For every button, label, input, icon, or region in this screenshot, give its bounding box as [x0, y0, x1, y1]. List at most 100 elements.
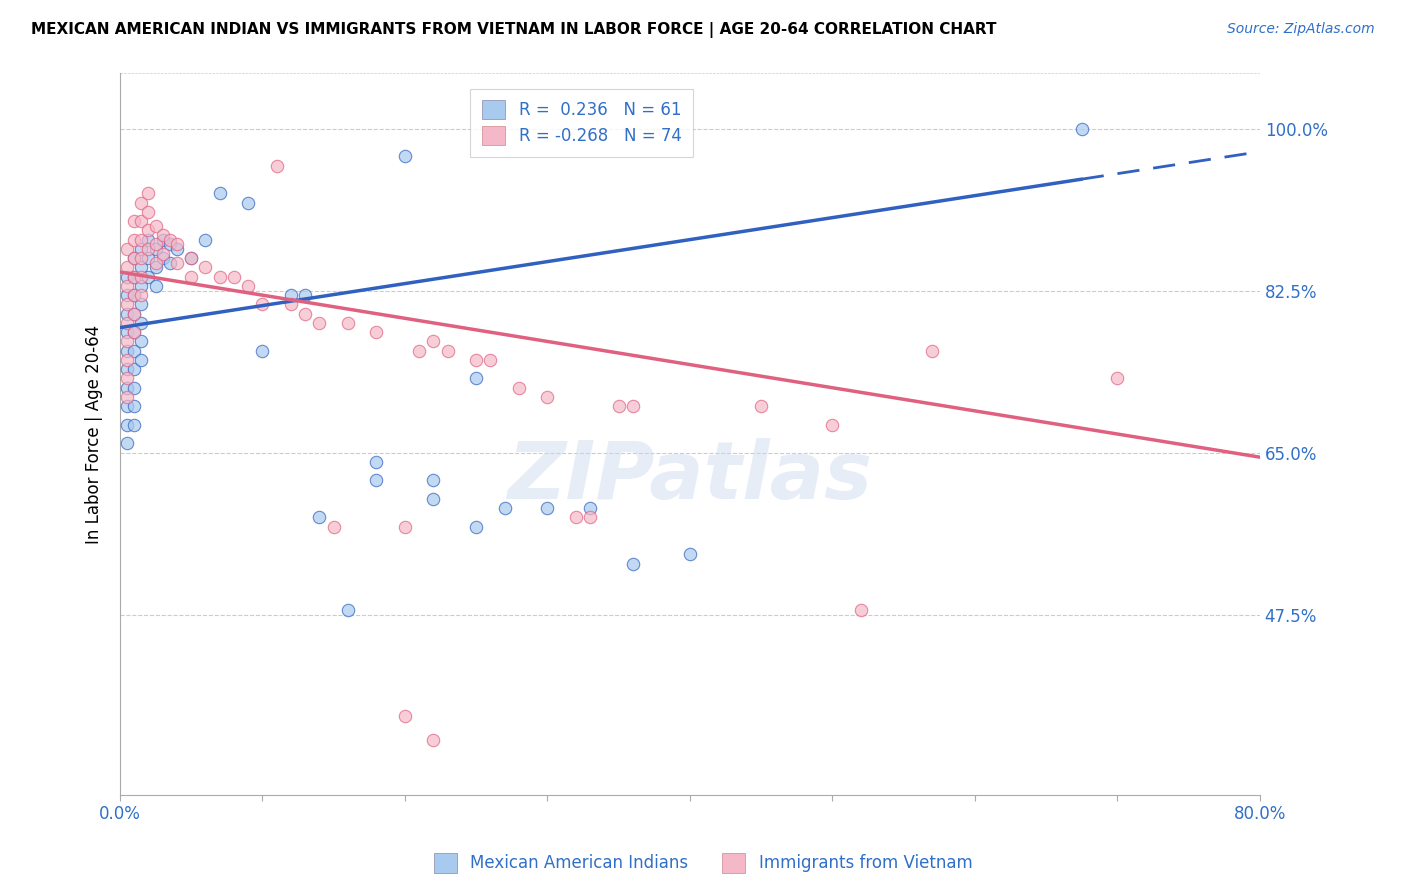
Point [131, 195, 153, 210]
Legend: R =  0.236   N = 61, R = -0.268   N = 74: R = 0.236 N = 61, R = -0.268 N = 74 [470, 88, 693, 157]
Point [394, 519, 416, 533]
Point [366, 325, 388, 339]
Point [122, 269, 145, 284]
Point [821, 417, 844, 432]
Point [436, 343, 458, 358]
Point [131, 353, 153, 368]
Point [122, 288, 145, 302]
Point [266, 159, 288, 173]
Point [465, 371, 488, 385]
Point [122, 307, 145, 321]
Point [1107, 371, 1129, 385]
Point [208, 269, 231, 284]
Point [208, 186, 231, 201]
Point [122, 417, 145, 432]
Point [115, 381, 138, 395]
Point [145, 219, 167, 233]
Point [145, 279, 167, 293]
Point [145, 237, 167, 252]
Point [115, 399, 138, 413]
Point [308, 510, 330, 524]
Point [166, 237, 188, 252]
Point [122, 251, 145, 265]
Point [749, 399, 772, 413]
Point [159, 237, 181, 252]
Point [138, 186, 160, 201]
Point [122, 325, 145, 339]
Point [145, 242, 167, 256]
Point [322, 519, 344, 533]
Point [679, 547, 702, 561]
Point [408, 343, 430, 358]
Point [122, 362, 145, 376]
Point [131, 242, 153, 256]
Point [115, 353, 138, 368]
Point [115, 362, 138, 376]
Text: ZIPatlas: ZIPatlas [508, 438, 872, 516]
Point [131, 316, 153, 330]
Point [394, 709, 416, 723]
Point [294, 288, 316, 302]
Point [115, 334, 138, 349]
Point [536, 501, 558, 516]
Point [152, 246, 174, 260]
Point [508, 381, 530, 395]
Point [422, 473, 444, 487]
Point [131, 251, 153, 265]
Point [607, 399, 630, 413]
Point [115, 288, 138, 302]
Point [465, 353, 488, 368]
Point [336, 603, 359, 617]
Point [394, 149, 416, 163]
Point [252, 297, 274, 311]
Point [422, 334, 444, 349]
Point [145, 260, 167, 275]
Point [159, 233, 181, 247]
Point [152, 227, 174, 242]
Point [131, 269, 153, 284]
Point [122, 307, 145, 321]
Point [131, 233, 153, 247]
Point [138, 233, 160, 247]
Point [494, 501, 516, 516]
Point [115, 269, 138, 284]
Point [131, 260, 153, 275]
Point [479, 353, 502, 368]
Legend: Mexican American Indians, Immigrants from Vietnam: Mexican American Indians, Immigrants fro… [427, 847, 979, 880]
Point [131, 288, 153, 302]
Point [145, 256, 167, 270]
Point [366, 455, 388, 469]
Point [336, 316, 359, 330]
Point [222, 269, 245, 284]
Point [115, 242, 138, 256]
Point [122, 343, 145, 358]
Point [122, 251, 145, 265]
Point [252, 343, 274, 358]
Point [621, 557, 644, 571]
Point [565, 510, 588, 524]
Point [579, 510, 602, 524]
Point [115, 316, 138, 330]
Point [294, 307, 316, 321]
Point [115, 307, 138, 321]
Point [422, 491, 444, 506]
Point [131, 214, 153, 228]
Point [422, 732, 444, 747]
Point [138, 223, 160, 237]
Point [115, 279, 138, 293]
Point [122, 233, 145, 247]
Point [238, 195, 260, 210]
Point [131, 279, 153, 293]
Point [180, 251, 202, 265]
Point [366, 473, 388, 487]
Point [122, 399, 145, 413]
Point [138, 269, 160, 284]
Point [194, 260, 217, 275]
Point [122, 325, 145, 339]
Point [536, 390, 558, 404]
Point [152, 251, 174, 265]
Point [159, 256, 181, 270]
Point [465, 519, 488, 533]
Point [115, 436, 138, 450]
Point [115, 297, 138, 311]
